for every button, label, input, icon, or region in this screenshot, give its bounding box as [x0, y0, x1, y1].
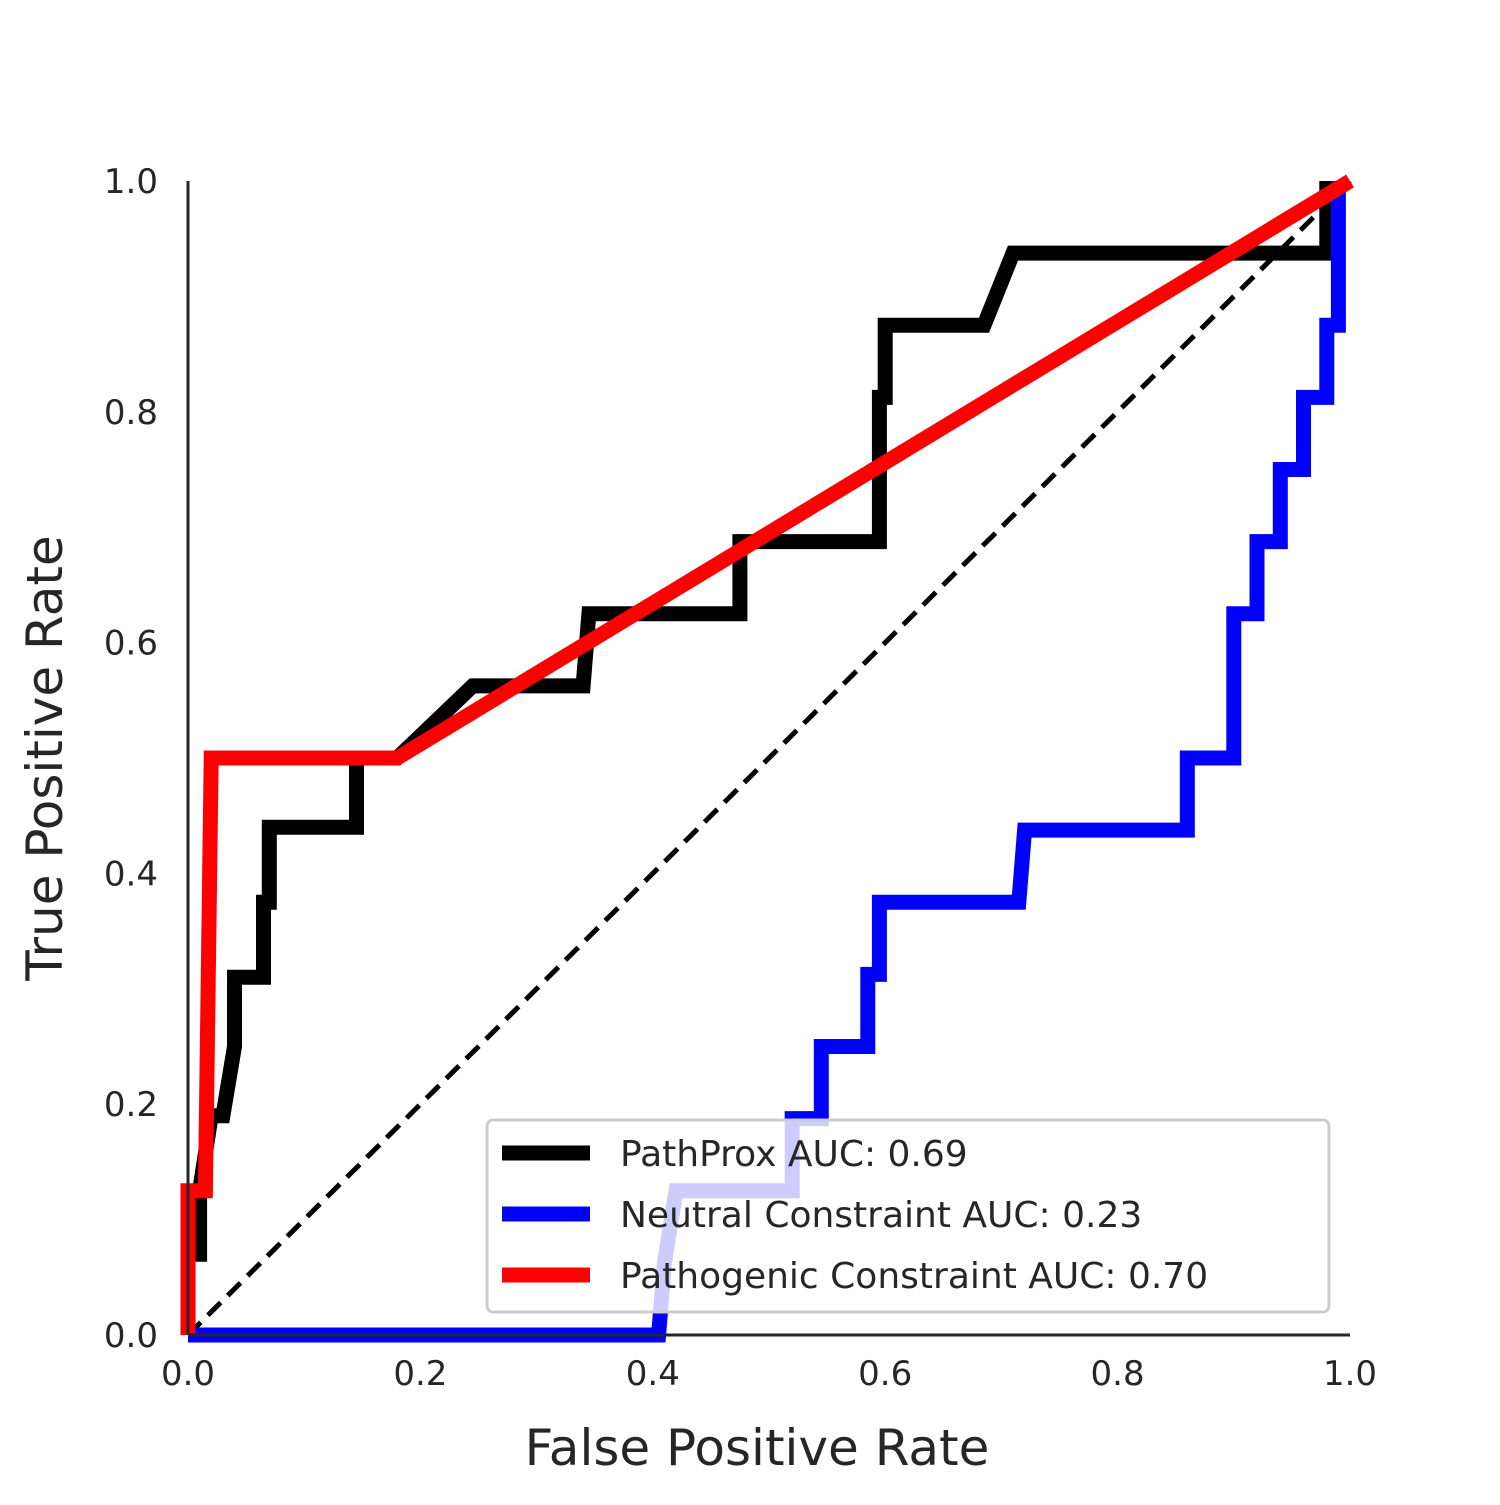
- y-tick-label: 0.4: [104, 854, 158, 894]
- legend-box: [485, 1118, 1331, 1314]
- x-tick-label: 0.8: [1091, 1354, 1145, 1394]
- axes: 0.0 0.2 0.4 0.6 0.8 1.0 0.0 0.2 0.4 0.6 0.8 1.0: [104, 162, 1377, 1394]
- x-tick-label: 0.2: [393, 1354, 447, 1394]
- x-tick-label: 0.6: [858, 1354, 912, 1394]
- x-tick-label: 1.0: [1323, 1354, 1377, 1394]
- y-tick-label: 0.6: [104, 624, 158, 664]
- x-axis-label: False Positive Rate: [525, 1419, 990, 1477]
- y-tick-label: 0.8: [104, 393, 158, 433]
- y-axis-label: True Positive Rate: [16, 535, 74, 981]
- reference-diagonal-line: [186, 179, 1352, 1337]
- y-tick-label: 0.0: [104, 1316, 158, 1356]
- legend: PathProx AUC: 0.69 Neutral Constraint AUC…: [485, 1118, 1331, 1314]
- x-tick-label: 0.0: [161, 1354, 215, 1394]
- x-tick-label: 0.4: [626, 1354, 680, 1394]
- legend-entry-label: Pathogenic Constraint AUC: 0.70: [620, 1256, 1208, 1297]
- y-tick-label: 0.2: [104, 1085, 158, 1125]
- y-tick-label: 1.0: [104, 162, 158, 202]
- legend-entry-label: PathProx AUC: 0.69: [620, 1134, 968, 1175]
- legend-entry-label: Neutral Constraint AUC: 0.23: [620, 1195, 1142, 1236]
